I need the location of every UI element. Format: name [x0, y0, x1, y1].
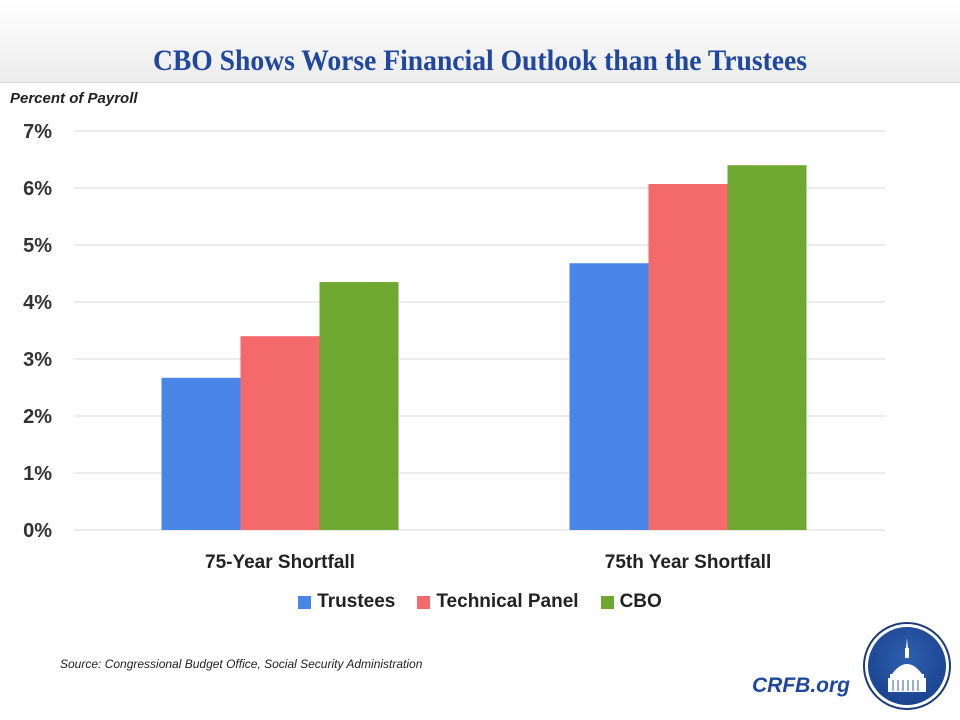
capitol-logo-icon	[863, 622, 951, 710]
source-note: Source: Congressional Budget Office, Soc…	[60, 657, 423, 671]
legend-label: CBO	[619, 591, 662, 612]
legend-item: Trustees	[298, 591, 395, 613]
bar-cbo	[727, 165, 807, 530]
chart-title: CBO Shows Worse Financial Outlook than t…	[152, 44, 808, 77]
y-tick-label: 4%	[23, 292, 52, 314]
y-tick-label: 5%	[23, 235, 52, 257]
legend-label: Trustees	[317, 591, 396, 612]
bar-trustees	[569, 263, 649, 530]
y-tick-label: 6%	[23, 178, 52, 200]
y-tick-label: 0%	[23, 520, 52, 542]
bar-trustees	[161, 377, 241, 530]
bar-technical-panel	[648, 184, 728, 530]
header-band	[0, 0, 960, 83]
y-tick-label: 7%	[23, 121, 52, 143]
legend-label: Technical Panel	[436, 591, 579, 612]
y-tick-label: 2%	[23, 406, 52, 428]
legend-item: CBO	[600, 591, 662, 613]
x-category-label: 75th Year Shortfall	[605, 552, 772, 573]
bar-technical-panel	[240, 336, 320, 530]
y-tick-label: 3%	[23, 349, 52, 371]
legend-swatch	[600, 595, 614, 609]
x-category-label: 75-Year Shortfall	[205, 552, 355, 573]
bar-cbo	[319, 282, 399, 530]
y-axis-label: Percent of Payroll	[10, 90, 138, 107]
brand-link[interactable]: CRFB.org	[752, 674, 850, 697]
legend-swatch	[298, 595, 312, 609]
legend-item: Technical Panel	[417, 591, 579, 613]
legend-swatch	[417, 595, 431, 609]
legend: Trustees Technical Panel CBO	[0, 591, 960, 613]
y-tick-label: 1%	[23, 463, 52, 485]
